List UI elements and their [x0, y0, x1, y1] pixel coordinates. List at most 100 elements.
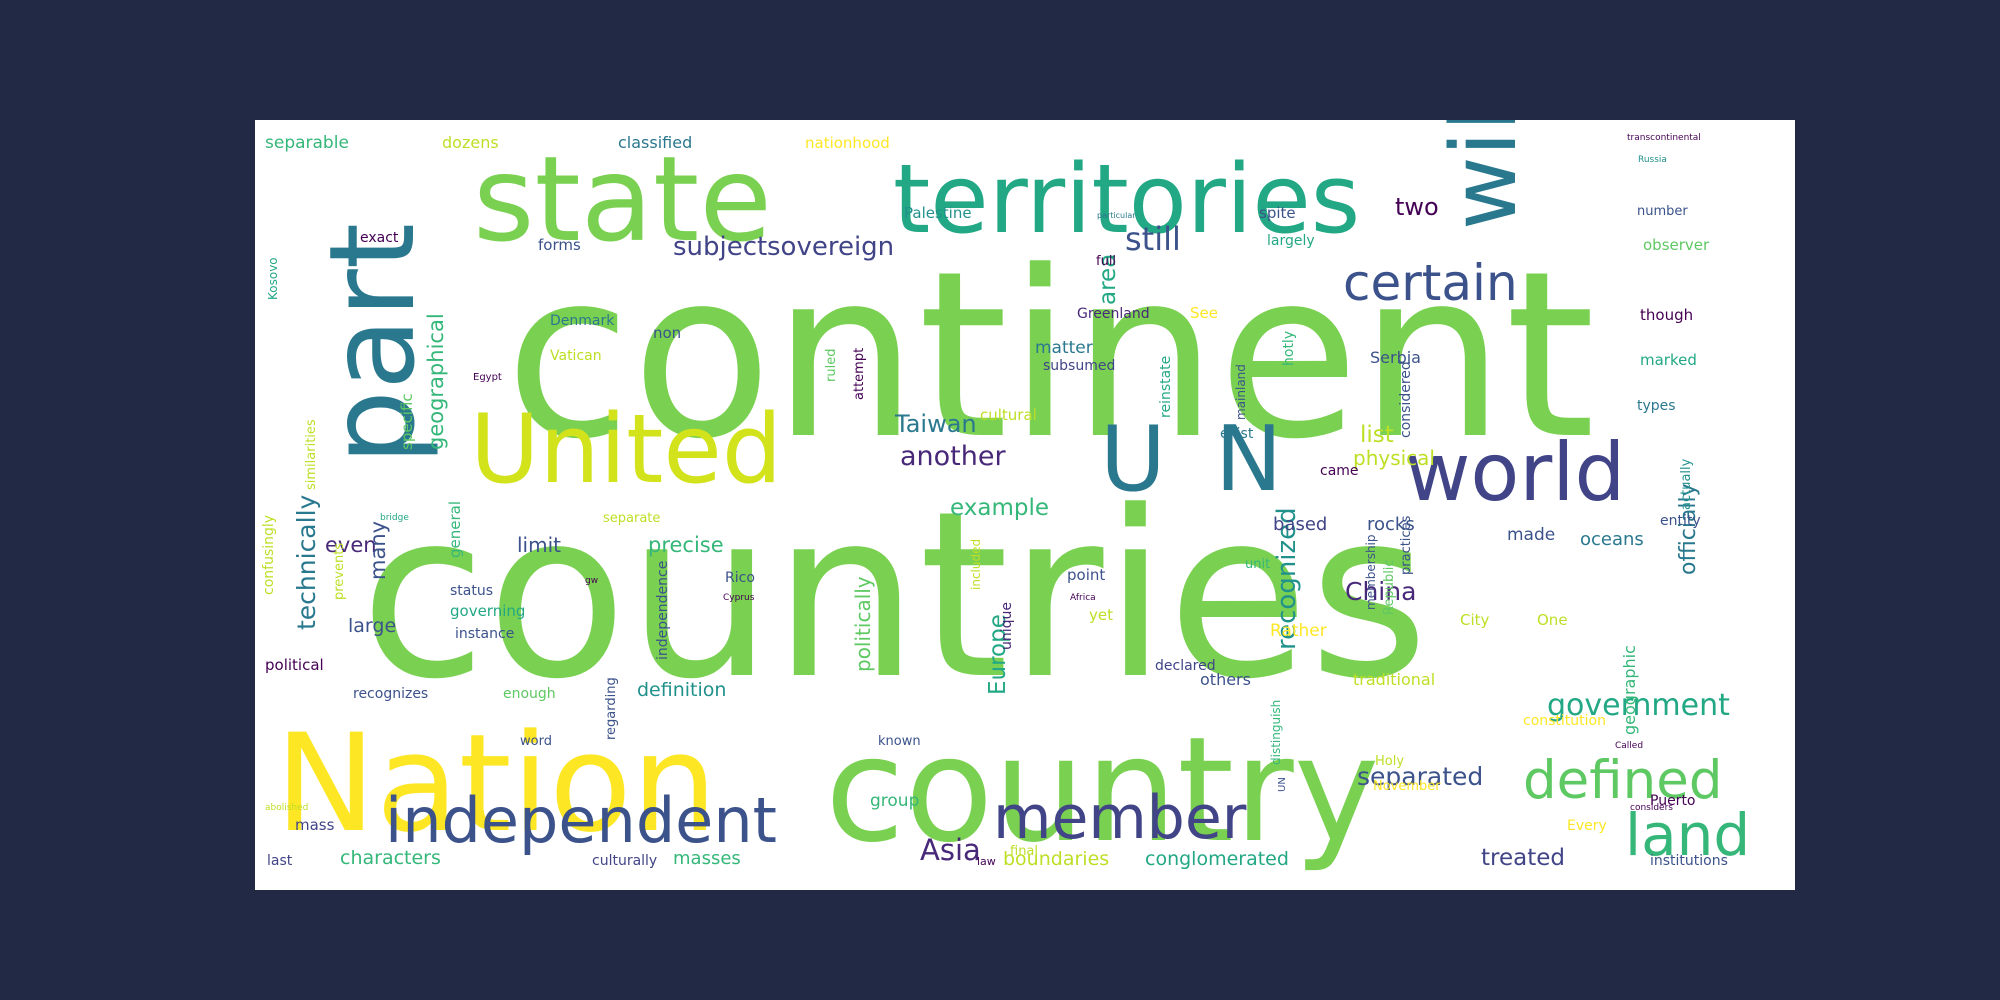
word-nationhood: nationhood: [805, 134, 890, 152]
word-came: came: [1320, 463, 1359, 479]
word-government: government: [1547, 688, 1730, 723]
word-abolished: abolished: [265, 803, 308, 813]
word-state: state: [473, 130, 772, 268]
word-still: still: [1125, 220, 1181, 258]
word-cyprus: Cyprus: [723, 593, 755, 603]
word-recognizes: recognizes: [353, 686, 428, 702]
word-confusingly: confusingly: [261, 515, 277, 595]
word-regarding: regarding: [604, 677, 619, 740]
word-constitution: constitution: [1523, 713, 1606, 729]
word-geographic: geographic: [1620, 645, 1639, 735]
word-recognized: recognized: [1272, 507, 1302, 650]
word-dozens: dozens: [442, 133, 499, 152]
word-certain: certain: [1343, 254, 1518, 312]
word-traditional: traditional: [1353, 670, 1435, 689]
word-rico: Rico: [725, 570, 755, 586]
word-example: example: [950, 495, 1049, 521]
word-geographical: geographical: [424, 313, 448, 450]
word-puerto: Puerto: [1650, 793, 1696, 809]
word-china: China: [1345, 577, 1416, 606]
word-palestine: Palestine: [904, 204, 972, 222]
word-general: general: [446, 501, 464, 558]
word-instance: instance: [455, 626, 514, 642]
word-countries: countries: [360, 463, 1429, 730]
word-full: full: [1096, 254, 1116, 269]
word-officially: officially: [1676, 483, 1701, 575]
word-cloud-canvas: countries continent Nation country state terr…: [255, 120, 1795, 890]
word-exist: exist: [1220, 426, 1254, 442]
word-enough: enough: [503, 686, 556, 702]
word-considered: considered: [1398, 361, 1414, 438]
word-taiwan: Taiwan: [894, 410, 977, 438]
word-nation: Nation: [275, 705, 717, 862]
word-definition: definition: [637, 679, 726, 701]
word-large: large: [348, 615, 396, 637]
word-rather: Rather: [1270, 621, 1327, 641]
word-another: another: [900, 441, 1006, 472]
word-world: world: [1405, 426, 1625, 519]
word-territories: territories: [893, 145, 1360, 255]
word-attempt: attempt: [852, 348, 867, 400]
word-limit: limit: [517, 533, 561, 557]
word-republic: Republic: [1382, 559, 1397, 615]
word-see: See: [1190, 304, 1218, 322]
word-every: Every: [1567, 818, 1607, 834]
word-asia: Asia: [920, 833, 981, 867]
word-mass: mass: [295, 816, 335, 834]
word-considers: considers: [1630, 803, 1673, 813]
word-subject: subject: [673, 232, 767, 262]
word-culturally: culturally: [592, 853, 657, 869]
word-largely: largely: [1267, 233, 1315, 249]
word-boundaries: boundaries: [1003, 848, 1109, 870]
word-november: November: [1373, 779, 1441, 794]
word-types: types: [1637, 398, 1676, 414]
word-governing: governing: [450, 602, 525, 620]
word-politically: politically: [851, 576, 875, 672]
word-unique: unique: [999, 602, 1015, 650]
word-area: area: [1095, 254, 1121, 305]
word-spite: spite: [1259, 204, 1296, 222]
word-yet: yet: [1089, 606, 1113, 624]
word-united: United: [470, 395, 782, 505]
word-even: even: [325, 533, 377, 557]
word-known: known: [878, 734, 921, 749]
word-oceans: oceans: [1580, 529, 1644, 550]
word-holy: Holy: [1375, 754, 1404, 769]
word-separate: separate: [603, 511, 660, 526]
word-country: country: [825, 706, 1380, 875]
word-conglomerated: conglomerated: [1145, 848, 1289, 870]
word-land: land: [1625, 801, 1750, 869]
word-others: others: [1200, 670, 1251, 689]
word-separated: separated: [1357, 762, 1483, 791]
word-egypt: Egypt: [473, 372, 502, 383]
word-similarities: similarities: [304, 419, 319, 490]
word-defined: defined: [1523, 750, 1722, 811]
word-institutions: institutions: [1650, 853, 1728, 869]
word-europe: Europe: [985, 614, 1011, 695]
word-group: group: [870, 791, 919, 811]
word-masses: masses: [673, 848, 741, 869]
word-cultural: cultural: [980, 406, 1037, 424]
word-specific: specific: [398, 393, 416, 450]
word-exact: exact: [360, 230, 399, 246]
word-point: point: [1067, 566, 1105, 584]
word-prevents: prevents: [332, 543, 347, 600]
word-vatican: Vatican: [550, 348, 602, 364]
word-transcontinental: transcontinental: [1627, 133, 1701, 143]
word-law: law: [977, 855, 996, 868]
word-serbia: Serbia: [1370, 348, 1421, 367]
word-n: N: [1215, 407, 1282, 512]
word-bridge: bridge: [380, 513, 409, 523]
word-technically: technically: [292, 494, 321, 630]
word-forms: forms: [538, 236, 581, 254]
word-precise: precise: [648, 533, 724, 557]
word-distinguish: distinguish: [1269, 700, 1283, 765]
word-subsumed: subsumed: [1043, 358, 1115, 374]
word-hotly: hotly: [1281, 331, 1297, 366]
word-part: part: [303, 223, 441, 465]
word-classified: classified: [618, 133, 692, 152]
word-separable: separable: [265, 133, 349, 153]
word-actually: actually: [1679, 458, 1694, 510]
